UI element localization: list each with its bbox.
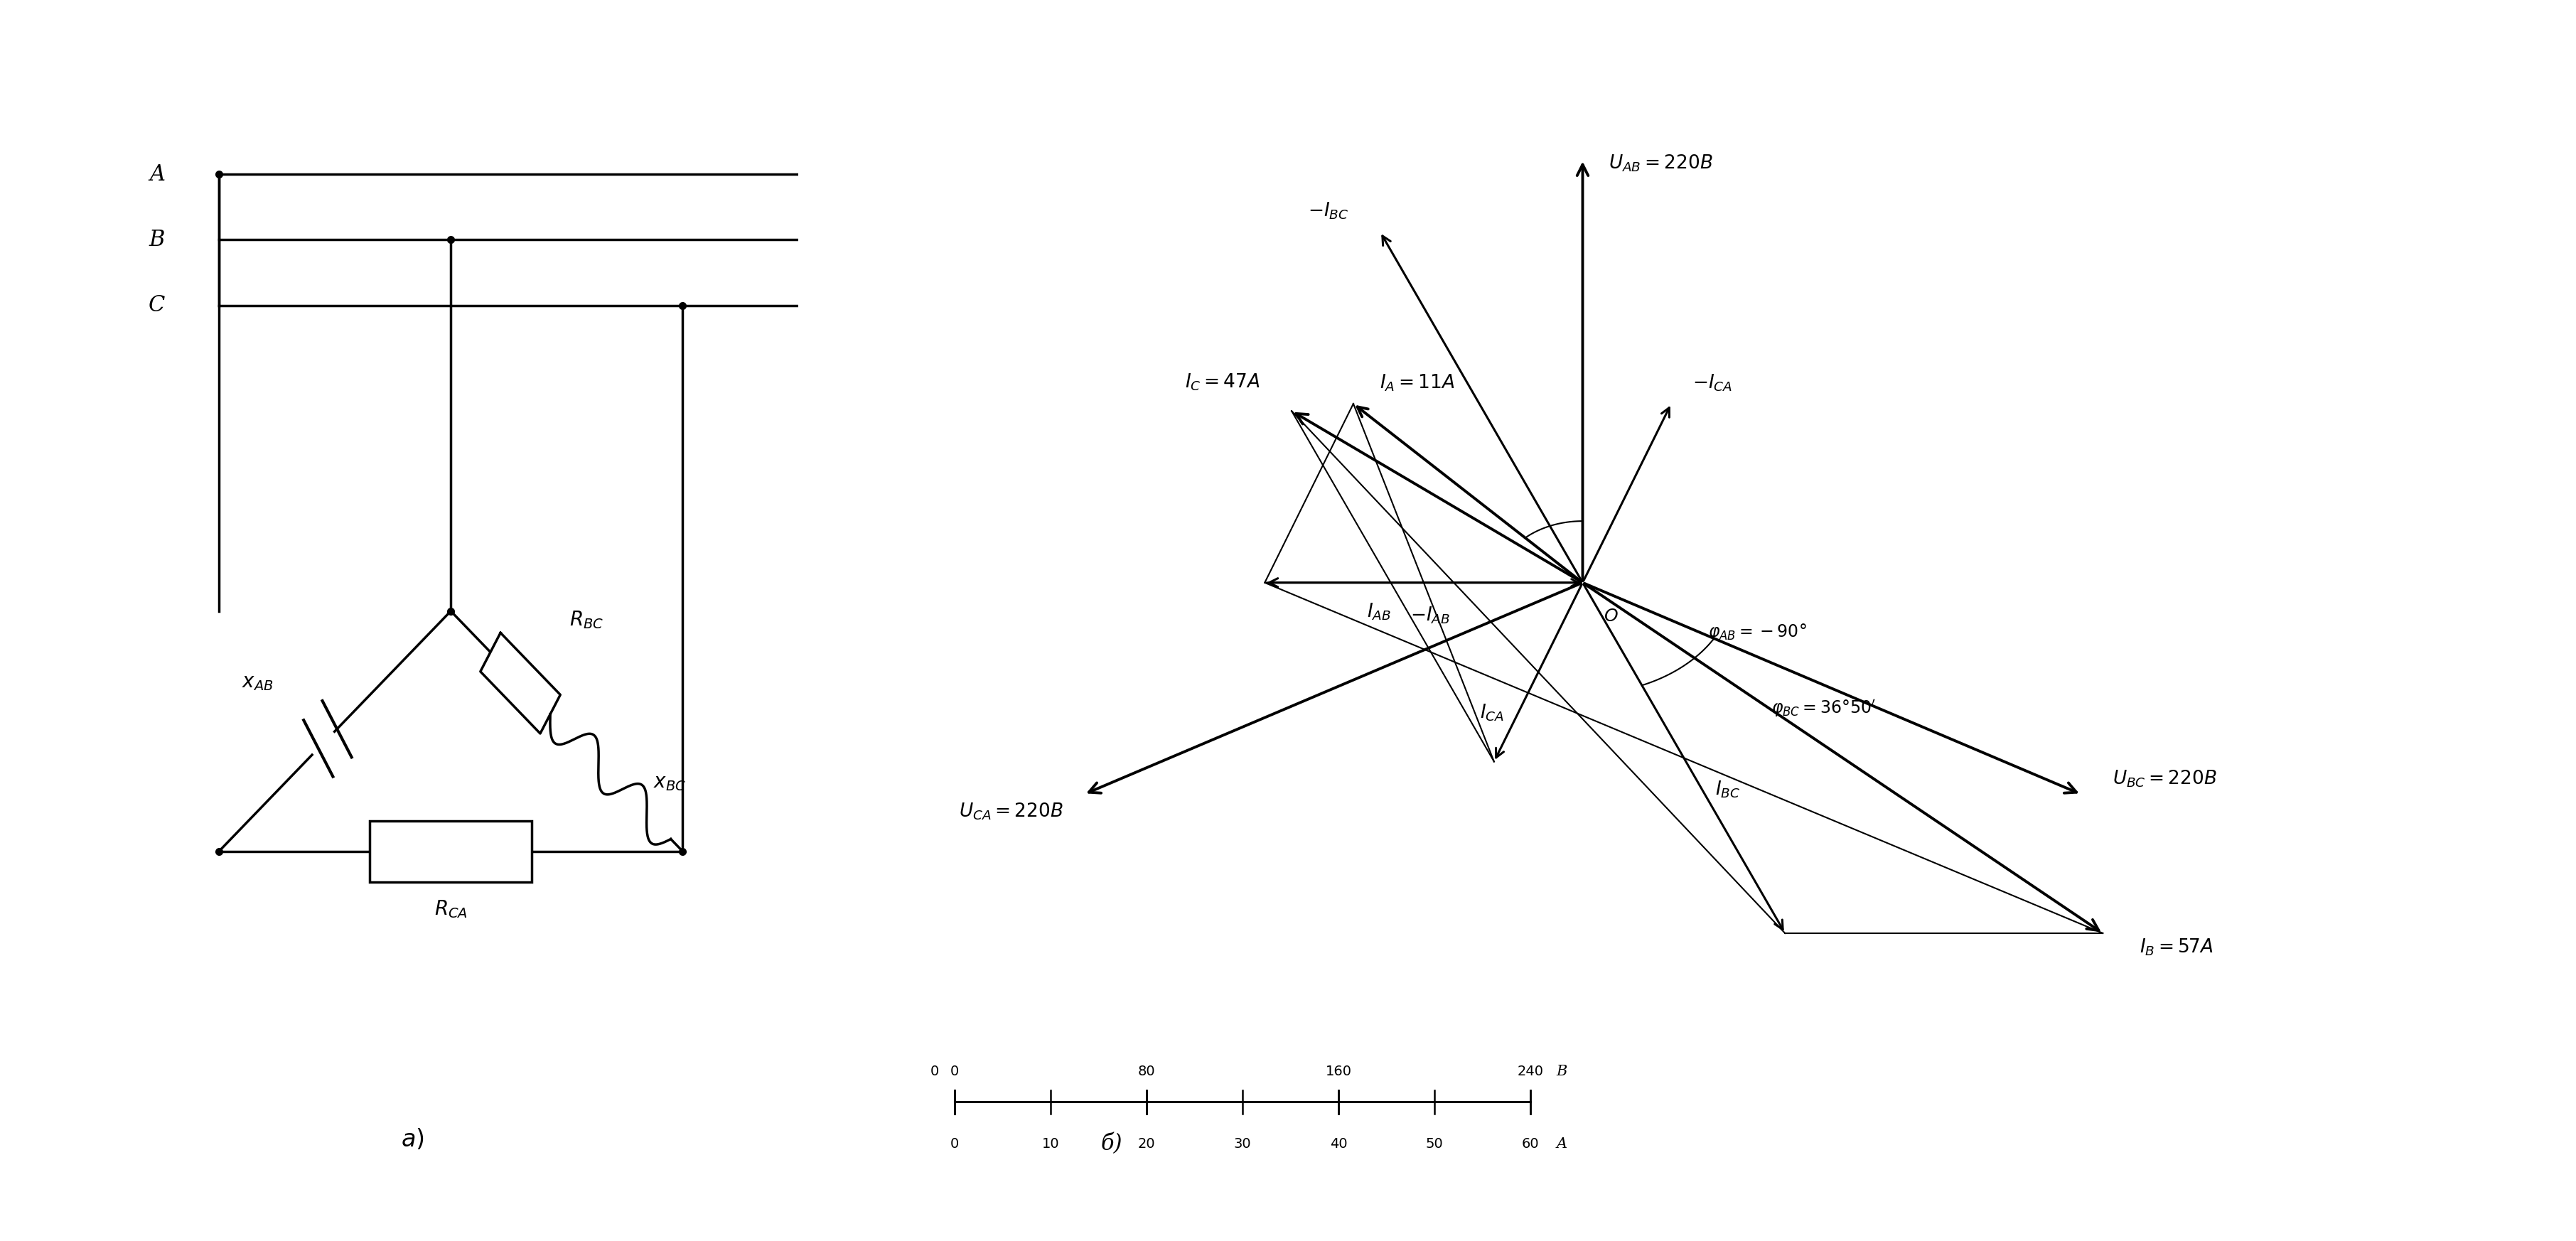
Text: $I_C=47A$: $I_C=47A$ xyxy=(1185,372,1260,392)
Text: $a)$: $a)$ xyxy=(402,1127,422,1152)
Text: $R_{BC}$: $R_{BC}$ xyxy=(569,609,603,630)
Text: A: A xyxy=(1556,1138,1566,1150)
Text: $U_{BC}=220B$: $U_{BC}=220B$ xyxy=(2112,769,2218,789)
Text: 50: 50 xyxy=(1425,1138,1443,1150)
Text: $I_A=11A$: $I_A=11A$ xyxy=(1381,372,1455,393)
Text: б): б) xyxy=(1100,1133,1123,1155)
Text: $I_{CA}$: $I_{CA}$ xyxy=(1479,702,1504,722)
Text: $I_{AB}$: $I_{AB}$ xyxy=(1368,602,1391,622)
Text: $x_{BC}$: $x_{BC}$ xyxy=(654,773,685,792)
Text: $U_{CA}=220B$: $U_{CA}=220B$ xyxy=(958,802,1064,822)
Text: B: B xyxy=(1556,1065,1566,1078)
Text: 30: 30 xyxy=(1234,1138,1252,1150)
Bar xyxy=(371,820,533,882)
Text: 240: 240 xyxy=(1517,1065,1543,1078)
Text: 0: 0 xyxy=(951,1065,958,1078)
Text: 40: 40 xyxy=(1329,1138,1347,1150)
Text: 0: 0 xyxy=(930,1065,940,1078)
Text: $O$: $O$ xyxy=(1602,608,1618,624)
Text: 10: 10 xyxy=(1041,1138,1059,1150)
Text: 20: 20 xyxy=(1139,1138,1157,1150)
Text: A: A xyxy=(149,164,165,185)
Text: $-I_{CA}$: $-I_{CA}$ xyxy=(1692,372,1731,393)
Text: 0: 0 xyxy=(951,1138,958,1150)
Text: $x_{AB}$: $x_{AB}$ xyxy=(242,673,273,692)
Text: C: C xyxy=(149,294,165,316)
Text: $R_{CA}$: $R_{CA}$ xyxy=(435,898,466,920)
Text: $U_{AB}=220B$: $U_{AB}=220B$ xyxy=(1610,154,1713,174)
Text: $-I_{BC}$: $-I_{BC}$ xyxy=(1309,201,1350,221)
Text: 80: 80 xyxy=(1139,1065,1157,1078)
Text: B: B xyxy=(149,228,165,251)
Text: $I_B=57A$: $I_B=57A$ xyxy=(2141,937,2213,957)
Text: $\varphi_{AB}=-90°$: $\varphi_{AB}=-90°$ xyxy=(1708,622,1806,642)
Text: $I_{BC}$: $I_{BC}$ xyxy=(1716,779,1739,799)
Text: 60: 60 xyxy=(1522,1138,1538,1150)
Text: $-I_{AB}$: $-I_{AB}$ xyxy=(1412,606,1450,625)
Text: $\varphi_{BC}=36°50'$: $\varphi_{BC}=36°50'$ xyxy=(1772,699,1875,719)
Text: 160: 160 xyxy=(1324,1065,1352,1078)
Polygon shape xyxy=(479,633,562,733)
